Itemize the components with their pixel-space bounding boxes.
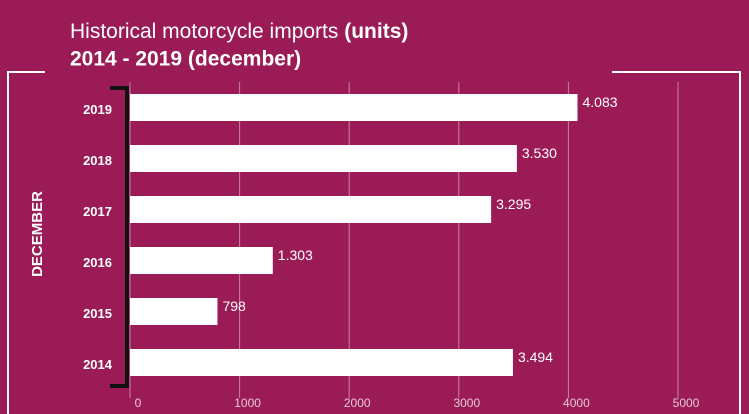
value-label: 798 [222,298,246,314]
bar [130,94,578,121]
bar [130,247,273,274]
bar [130,145,517,172]
x-tick-label: 4000 [563,396,590,410]
y-axis-label: DECEMBER [29,191,46,277]
y-tick-label: 2018 [83,153,112,168]
value-label: 1.303 [278,247,313,263]
frame-left [7,71,45,414]
x-tick-label: 3000 [453,396,480,410]
x-tick-label: 1000 [234,396,261,410]
y-tick-label: 2014 [83,357,113,372]
title-text: Historical motorcycle imports [70,20,338,43]
x-tick-label: 2000 [344,396,371,410]
bar [130,196,492,223]
chart-title: Historical motorcycle imports (units) [70,20,408,43]
title-unit: (units) [344,20,408,43]
bracket [110,86,129,388]
y-tick-label: 2019 [83,102,112,117]
value-label: 3.530 [522,145,557,161]
x-tick-label: 5000 [673,396,700,410]
chart-subtitle: 2014 - 2019 (december) [70,48,301,71]
bar [130,349,513,376]
y-tick-label: 2016 [83,255,112,270]
value-label: 3.494 [518,349,553,365]
y-tick-label: 2017 [83,204,112,219]
value-label: 3.295 [496,196,531,212]
y-tick-label: 2015 [83,306,112,321]
bar [130,298,218,325]
frame-right [612,71,741,414]
value-label: 4.083 [582,94,617,110]
x-tick-label: 0 [135,396,142,410]
